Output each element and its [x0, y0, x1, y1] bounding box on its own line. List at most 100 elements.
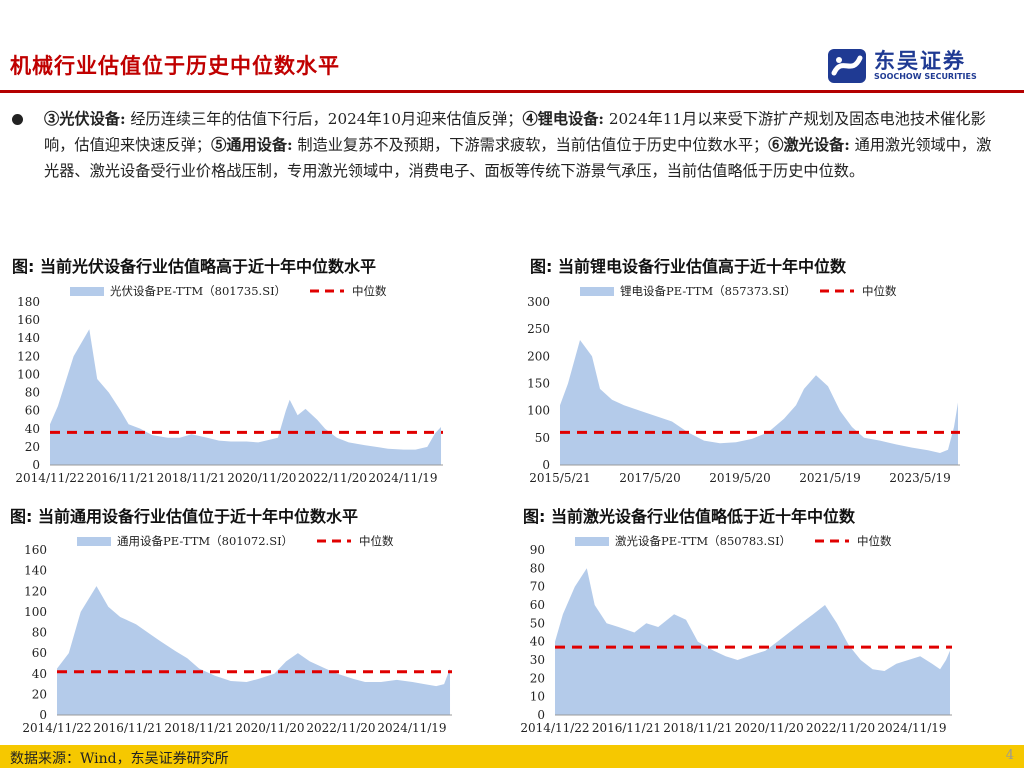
chart-general-pe: 通用设备PE-TTM（801072.SI） 中位数 0 20 40 60 80 100 120 1… [22, 534, 452, 735]
page-title: 机械行业估值位于历史中位数水平 [10, 54, 340, 78]
x-tick-label: 2020/11/20 [735, 721, 804, 735]
y-tick-label: 140 [17, 331, 40, 345]
logo-name: 东吴证券 [874, 49, 966, 73]
x-tick-label: 2024/11/19 [877, 721, 946, 735]
x-tick-label: 2022/11/20 [806, 721, 875, 735]
pe-area-series [555, 568, 951, 715]
legend-label-median: 中位数 [857, 534, 892, 548]
y-tick-label: 20 [32, 687, 47, 701]
y-tick-label: 160 [24, 543, 47, 557]
y-tick-label: 60 [32, 646, 47, 660]
y-tick-label: 100 [17, 367, 40, 381]
y-tick-label: 40 [32, 667, 47, 681]
x-tick-label: 2015/5/21 [529, 471, 591, 485]
y-tick-label: 80 [32, 626, 47, 640]
y-tick-label: 20 [530, 671, 545, 685]
x-tick-label: 2024/11/19 [377, 721, 446, 735]
soochow-logo-icon [828, 49, 866, 83]
y-tick-label: 100 [527, 404, 550, 418]
y-tick-label: 80 [530, 561, 545, 575]
pe-area-series [50, 329, 442, 465]
y-tick-label: 0 [39, 708, 47, 722]
y-tick-label: 250 [527, 322, 550, 336]
legend-label-median: 中位数 [359, 534, 394, 548]
y-tick-label: 120 [17, 349, 40, 363]
x-tick-label: 2014/11/22 [22, 721, 91, 735]
legend-label-area: 激光设备PE-TTM（850783.SI） [615, 534, 791, 548]
chart-title-laser: 图: 当前激光设备行业估值略低于近十年中位数 [523, 507, 855, 526]
x-tick-label: 2016/11/21 [93, 721, 162, 735]
y-tick-label: 40 [530, 635, 545, 649]
y-tick-label: 20 [25, 440, 40, 454]
chart-lithium-pe: 锂电设备PE-TTM（857373.SI） 中位数 0 50 100 150 200 250 3… [527, 284, 960, 485]
chart-legend: 通用设备PE-TTM（801072.SI） 中位数 [77, 534, 394, 548]
legend-label-area: 光伏设备PE-TTM（801735.SI） [110, 284, 286, 298]
body-text: 经历连续三年的估值下行后，2024年10月迎来估值反弹； [125, 110, 523, 128]
y-tick-label: 0 [542, 458, 550, 472]
x-tick-label: 2017/5/20 [619, 471, 681, 485]
x-tick-label: 2020/11/20 [227, 471, 296, 485]
legend-label-area: 通用设备PE-TTM（801072.SI） [117, 534, 293, 548]
y-tick-label: 90 [530, 543, 545, 557]
summary-paragraph: ③光伏设备: 经历连续三年的估值下行后，2024年10月迎来估值反弹；④锂电设备… [44, 106, 1004, 184]
x-tick-label: 2018/11/21 [663, 721, 732, 735]
footer-bar [0, 745, 1024, 768]
y-tick-label: 70 [530, 580, 545, 594]
y-tick-label: 40 [25, 422, 40, 436]
x-tick-label: 2016/11/21 [592, 721, 661, 735]
legend-label-median: 中位数 [352, 284, 387, 298]
legend-swatch-area [77, 537, 111, 546]
y-tick-label: 0 [537, 708, 545, 722]
y-tick-label: 0 [32, 458, 40, 472]
page-number: 4 [1005, 748, 1014, 763]
data-source: 数据来源：Wind，东吴证券研究所 [10, 751, 229, 767]
x-tick-label: 2018/11/21 [164, 721, 233, 735]
y-tick-label: 60 [530, 598, 545, 612]
chart-title-pv: 图: 当前光伏设备行业估值略高于近十年中位数水平 [12, 257, 376, 276]
y-tick-label: 150 [527, 377, 550, 391]
chart-pv-pe: 光伏设备PE-TTM（801735.SI） 中位数 0 20 40 60 80 100 120 1… [15, 284, 443, 485]
y-tick-label: 120 [24, 584, 47, 598]
bullet-dot-icon [12, 114, 23, 125]
legend-swatch-area [70, 287, 104, 296]
y-tick-label: 60 [25, 404, 40, 418]
y-tick-label: 200 [527, 349, 550, 363]
y-tick-label: 160 [17, 313, 40, 327]
legend-swatch-area [575, 537, 609, 546]
x-tick-label: 2020/11/20 [235, 721, 304, 735]
chart-title-lithium: 图: 当前锂电设备行业估值高于近十年中位数 [530, 257, 846, 276]
legend-label-median: 中位数 [862, 284, 897, 298]
chart-title-general: 图: 当前通用设备行业估值位于近十年中位数水平 [10, 507, 358, 526]
y-tick-label: 50 [530, 616, 545, 630]
legend-label-area: 锂电设备PE-TTM（857373.SI） [620, 284, 796, 298]
x-tick-label: 2014/11/22 [15, 471, 84, 485]
chart-laser-pe: 激光设备PE-TTM（850783.SI） 中位数 0 10 20 30 40 50 60 70 8… [520, 534, 952, 735]
y-tick-label: 100 [24, 605, 47, 619]
category-label: ④锂电设备: [522, 110, 605, 128]
y-tick-label: 80 [25, 386, 40, 400]
chart-legend: 激光设备PE-TTM（850783.SI） 中位数 [575, 534, 892, 548]
x-tick-label: 2022/11/20 [298, 471, 367, 485]
category-label: ⑥激光设备: [768, 136, 850, 154]
legend-swatch-area [580, 287, 614, 296]
y-tick-label: 50 [535, 431, 550, 445]
header-rule [0, 90, 1024, 93]
body-text: 通用激光领域中，激光器、激光设备受行业价格战压制，专用激光领域中，消费电子、面板… [44, 136, 992, 180]
y-tick-label: 300 [527, 295, 550, 309]
body-text: 制造业复苏不及预期，下游需求疲软，当前估值位于历史中位数水平； [292, 136, 769, 154]
x-tick-label: 2019/5/20 [709, 471, 771, 485]
pe-area-series [560, 340, 958, 465]
y-tick-label: 140 [24, 564, 47, 578]
chart-legend: 光伏设备PE-TTM（801735.SI） 中位数 [70, 284, 387, 298]
x-tick-label: 2014/11/22 [520, 721, 589, 735]
x-tick-label: 2016/11/21 [86, 471, 155, 485]
x-tick-label: 2022/11/20 [306, 721, 375, 735]
y-tick-label: 180 [17, 295, 40, 309]
chart-legend: 锂电设备PE-TTM（857373.SI） 中位数 [580, 284, 897, 298]
brand-logo: 东吴证券 SOOCHOW SECURITIES [826, 46, 977, 86]
logo-english-name: SOOCHOW SECURITIES [874, 72, 977, 81]
x-tick-label: 2023/5/19 [889, 471, 951, 485]
y-tick-label: 30 [530, 653, 545, 667]
category-label: ③光伏设备: [44, 110, 126, 128]
pe-area-series [57, 586, 451, 715]
